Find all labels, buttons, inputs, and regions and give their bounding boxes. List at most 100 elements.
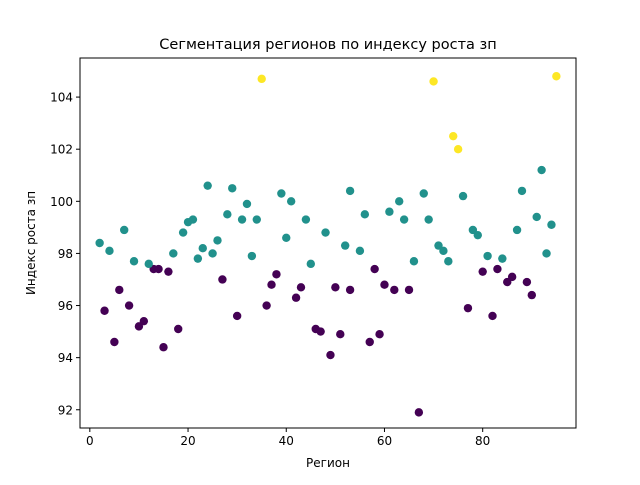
data-point-cluster-0 (139, 316, 149, 326)
y-tick-label: 92 (58, 403, 73, 417)
data-point-cluster-1 (188, 215, 198, 224)
data-point-cluster-1 (252, 215, 261, 224)
y-tick-label: 98 (58, 247, 73, 261)
data-point-cluster-0 (291, 293, 301, 302)
data-point-cluster-1 (242, 199, 252, 209)
data-point-cluster-0 (345, 285, 355, 295)
data-point-cluster-0 (336, 330, 345, 339)
chart-title: Сегментация регионов по индексу роста зп (159, 37, 496, 53)
data-point-cluster-1 (512, 225, 522, 235)
data-point-cluster-1 (237, 215, 247, 224)
y-tick-label: 104 (50, 91, 73, 105)
x-tick-label: 0 (86, 434, 94, 448)
data-point-cluster-1 (282, 233, 291, 242)
data-point-cluster-0 (100, 306, 109, 315)
data-point-cluster-0 (115, 285, 124, 295)
data-point-cluster-0 (218, 275, 227, 284)
data-point-cluster-1 (340, 241, 350, 250)
data-point-cluster-0 (380, 280, 389, 289)
data-point-cluster-1 (193, 254, 203, 263)
data-point-cluster-2 (449, 131, 458, 141)
data-point-cluster-1 (355, 246, 365, 256)
data-point-cluster-0 (404, 285, 414, 295)
data-point-cluster-0 (375, 330, 384, 339)
data-point-cluster-0 (507, 272, 517, 282)
data-point-cluster-1 (178, 228, 188, 237)
data-point-cluster-0 (463, 303, 473, 313)
data-point-cluster-1 (419, 189, 428, 198)
data-point-cluster-1 (306, 259, 316, 269)
data-point-cluster-1 (542, 249, 551, 258)
y-tick-label: 94 (58, 351, 73, 365)
data-point-cluster-1 (169, 249, 178, 258)
data-point-cluster-2 (257, 74, 266, 84)
data-point-cluster-0 (527, 290, 536, 300)
plot-frame (79, 57, 577, 429)
data-point-cluster-2 (453, 145, 463, 154)
plot-points (95, 72, 561, 417)
data-point-cluster-1 (208, 249, 217, 258)
data-point-cluster-1 (144, 259, 153, 269)
x-tick-label: 40 (279, 434, 294, 448)
data-point-cluster-1 (385, 207, 394, 216)
y-axis-ticks: 92 94 96 98 100 102 104 (50, 91, 80, 417)
data-point-cluster-0 (522, 277, 532, 287)
data-point-cluster-0 (296, 283, 306, 292)
data-point-cluster-1 (395, 197, 404, 206)
data-point-cluster-0 (262, 301, 271, 310)
data-point-cluster-1 (547, 220, 556, 229)
data-point-cluster-1 (301, 215, 311, 224)
data-point-cluster-1 (95, 238, 104, 248)
y-axis-label: Индекс роста зп (24, 191, 38, 295)
data-point-cluster-1 (537, 165, 546, 175)
data-point-cluster-0 (370, 264, 379, 274)
data-point-cluster-1 (105, 246, 114, 256)
x-axis-ticks: 0 20 40 60 80 (86, 428, 490, 448)
data-point-cluster-1 (439, 246, 448, 256)
data-point-cluster-0 (174, 324, 183, 334)
y-tick-label: 100 (50, 195, 73, 209)
data-point-cluster-0 (159, 343, 168, 352)
data-point-cluster-2 (552, 72, 561, 81)
data-point-cluster-0 (267, 280, 276, 289)
data-point-cluster-1 (120, 225, 129, 235)
data-point-cluster-0 (390, 285, 399, 295)
data-point-cluster-1 (277, 189, 286, 198)
data-point-cluster-1 (321, 228, 330, 237)
data-point-cluster-0 (326, 350, 335, 360)
x-tick-label: 60 (377, 434, 392, 448)
data-point-cluster-1 (444, 257, 453, 266)
data-point-cluster-0 (164, 267, 173, 276)
y-tick-label: 96 (58, 299, 73, 313)
x-tick-label: 20 (180, 434, 195, 448)
data-point-cluster-1 (286, 197, 296, 206)
data-point-cluster-0 (124, 301, 134, 310)
data-point-cluster-0 (316, 327, 325, 336)
data-point-cluster-1 (409, 257, 419, 266)
data-point-cluster-0 (331, 283, 340, 292)
data-point-cluster-1 (424, 215, 433, 224)
data-point-cluster-2 (429, 77, 438, 86)
data-point-cluster-1 (483, 251, 492, 261)
data-point-cluster-0 (272, 270, 281, 279)
data-point-cluster-1 (213, 236, 222, 245)
data-point-cluster-1 (399, 215, 409, 224)
x-tick-label: 80 (475, 434, 490, 448)
data-point-cluster-1 (228, 184, 237, 193)
data-point-cluster-1 (247, 251, 257, 261)
data-point-cluster-1 (532, 212, 541, 222)
data-point-cluster-0 (110, 337, 119, 347)
data-point-cluster-1 (473, 230, 482, 240)
data-point-cluster-0 (493, 264, 502, 274)
data-point-cluster-1 (517, 186, 527, 196)
data-point-cluster-0 (414, 408, 424, 417)
data-point-cluster-0 (478, 267, 487, 276)
data-point-cluster-1 (458, 191, 468, 201)
x-axis-label: Регион (306, 456, 350, 470)
data-point-cluster-1 (129, 257, 139, 266)
data-point-cluster-1 (203, 181, 212, 190)
data-point-cluster-1 (223, 210, 232, 219)
